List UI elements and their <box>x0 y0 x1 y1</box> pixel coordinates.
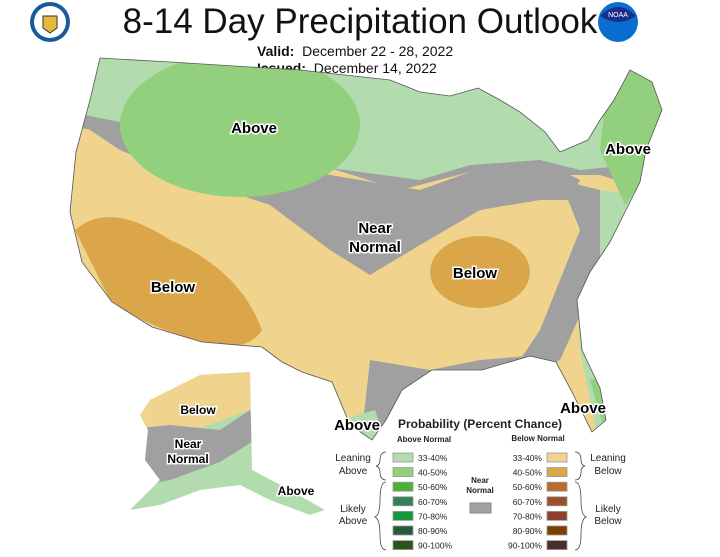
range-above: 40-50% <box>418 468 448 478</box>
range-below: 70-80% <box>513 511 543 521</box>
label-above-tx: Above <box>334 417 380 434</box>
leaning-below-2: Below <box>594 466 622 477</box>
region-leaning-above-tx <box>340 410 385 440</box>
logo-commerce <box>30 2 70 42</box>
brace-likely-below <box>574 481 588 551</box>
near-normal-swatch <box>469 502 492 514</box>
swatch-above-80-90% <box>392 525 414 536</box>
leaning-above-1: Leaning <box>335 453 371 464</box>
label-ak-near-1: Near <box>175 437 202 451</box>
likely-below-1: Likely <box>595 504 621 515</box>
swatch-below-90-100% <box>546 540 568 550</box>
label-above-nw: Above <box>231 120 277 137</box>
label-ak-near-2: Normal <box>167 452 208 466</box>
swatch-above-60-70% <box>392 496 414 507</box>
page-title: 8-14 Day Precipitation Outlook <box>122 2 598 41</box>
brace-likely-above <box>373 481 387 551</box>
range-above: 80-90% <box>418 526 448 536</box>
valid-label: Valid: <box>257 43 295 59</box>
leaning-below-1: Leaning <box>590 453 626 464</box>
region-below-sw <box>75 217 262 346</box>
label-below-central: Below <box>453 265 498 282</box>
logo-noaa: NOAA <box>598 2 638 42</box>
label-ak-above: Above <box>278 484 315 498</box>
issued-value: December 14, 2022 <box>313 60 437 76</box>
likely-above-1: Likely <box>340 504 366 515</box>
region-near-normal-east <box>520 180 610 370</box>
range-below: 80-90% <box>513 526 543 536</box>
swatch-above-70-80% <box>392 510 414 521</box>
label-above-fl: Above <box>560 400 606 417</box>
label-ak-below: Below <box>180 403 216 417</box>
valid-value: December 22 - 28, 2022 <box>302 43 454 59</box>
noaa-logo-text: NOAA <box>608 12 628 19</box>
legend-above-items: 33-40% 40-50% 50-60% 60-70% 70-80% 80-90% 90-1… <box>392 452 452 551</box>
swatch-below-50-60% <box>546 481 568 492</box>
label-near-normal-2: Normal <box>349 239 401 256</box>
range-above: 50-60% <box>418 482 448 492</box>
range-above: 70-80% <box>418 511 448 521</box>
legend-above-header: Above Normal <box>397 435 451 444</box>
likely-below-2: Below <box>594 516 622 527</box>
range-above: 60-70% <box>418 497 448 507</box>
range-below: 33-40% <box>513 453 543 463</box>
swatch-above-50-60% <box>392 481 414 492</box>
legend-below-header: Below Normal <box>511 434 564 443</box>
range-above: 33-40% <box>418 453 448 463</box>
label-near-normal-1: Near <box>358 220 392 237</box>
brace-leaning-above <box>375 451 387 481</box>
range-below: 60-70% <box>513 497 543 507</box>
range-below: 40-50% <box>513 468 543 478</box>
swatch-below-40-50% <box>546 467 568 478</box>
label-above-ne: Above <box>605 141 651 158</box>
swatch-below-80-90% <box>546 525 568 536</box>
leaning-above-2: Above <box>339 466 368 477</box>
swatch-above-40-50% <box>392 467 414 478</box>
alaska-regions <box>130 372 325 515</box>
likely-above-2: Above <box>339 516 368 527</box>
range-above: 90-100% <box>418 541 452 551</box>
swatch-above-33-40% <box>392 452 414 463</box>
label-below-sw: Below <box>151 279 196 296</box>
region-below-central <box>430 236 530 308</box>
region-above-nw <box>120 58 360 197</box>
swatch-above-90-100% <box>392 540 414 550</box>
brace-leaning-below <box>574 451 586 481</box>
range-below: 90-100% <box>508 541 542 551</box>
swatch-below-70-80% <box>546 510 568 521</box>
swatch-below-60-70% <box>546 496 568 507</box>
legend-title: Probability (Percent Chance) <box>398 417 562 431</box>
ak-near-normal <box>130 410 255 490</box>
valid-line: Valid: December 22 - 28, 2022 <box>257 43 453 59</box>
near-normal-2: Normal <box>466 486 494 495</box>
range-below: 50-60% <box>513 482 543 492</box>
legend: Probability (Percent Chance) Above Norma… <box>335 417 626 551</box>
legend-below-items: 33-40% 40-50% 50-60% 60-70% 70-80% 80-90% 90-1… <box>508 452 568 551</box>
conus-outline <box>69 57 663 441</box>
swatch-below-33-40% <box>546 452 568 463</box>
near-normal-1: Near <box>471 476 489 485</box>
